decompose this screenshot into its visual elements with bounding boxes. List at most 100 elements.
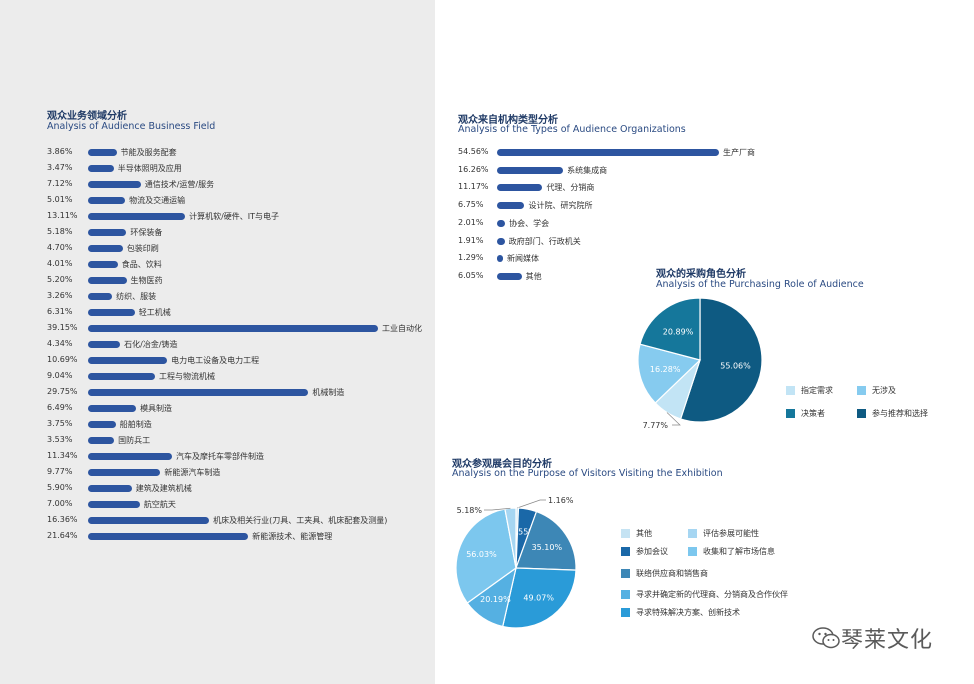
bar [497,237,505,245]
legend-label: 寻求并确定新的代理商、分销商及合作伙伴 [636,590,788,599]
pie-slice-label: 16.28% [650,365,681,374]
pie-slice-label: 1.16% [548,496,574,505]
bar-category-label: 工程与物流机械 [158,372,215,381]
legend-label: 指定需求 [801,386,833,395]
bar-category-label: 新闻媒体 [507,254,539,264]
bar-value-label: 4.70% [47,243,73,252]
pie-slice-label: 20.89% [663,328,694,337]
legend-label: 无涉及 [872,386,896,395]
bar-value-label: 54.56% [458,147,489,156]
legend-item: 评估参展可能性 [688,528,759,539]
legend-swatch [786,409,795,418]
legend-item: 指定需求 [786,385,833,396]
bar-value-label: 39.15% [47,323,78,332]
bar-category-label: 新能源汽车制造 [164,468,221,477]
watermark: 琴莱文化 [811,622,933,654]
bar-value-label: 5.20% [47,275,73,284]
bar-category-label: 航空航天 [143,500,176,509]
legend-label: 参与推荐和选择 [872,409,928,418]
bar-category-label: 船舶制造 [119,420,152,429]
pie-slice [501,567,577,629]
bar-value-label: 3.86% [47,147,73,156]
legend-swatch [621,547,630,556]
bar-value-label: 3.53% [47,435,73,444]
bar [497,255,503,263]
pie-slice-label: 49.07% [523,593,554,602]
pie-slice-label: 8.55% [510,528,536,537]
pie-slice [515,510,577,571]
org-types-subtitle: Analysis of the Types of Audience Organi… [458,124,686,135]
bar [88,229,127,236]
legend-item: 寻求并确定新的代理商、分销商及合作伙伴 [621,589,788,600]
bar-category-label: 石化/冶金/铸造 [124,340,178,349]
legend-swatch [688,547,697,556]
pie-slice-label: 55.06% [720,362,751,371]
legend-swatch [621,529,630,538]
pie-slice [637,343,702,404]
pie-slice-label: 56.03% [466,550,497,559]
bar-category-label: 节能及服务配套 [120,148,177,157]
bar [88,165,114,172]
legend-swatch [688,529,697,538]
bar-value-label: 6.05% [458,270,484,280]
bar-value-label: 11.17% [458,182,489,192]
pie-leader-line [484,507,511,511]
purchasing-role-subtitle: Analysis of the Purchasing Role of Audie… [656,279,864,290]
bar-value-label: 13.11% [47,211,78,220]
legend-label: 收集和了解市场信息 [703,547,775,556]
bar-category-label: 轻工机械 [138,308,171,317]
bar-category-label: 国防兵工 [118,436,151,445]
legend-swatch [857,386,866,395]
bar-category-label: 包装印刷 [126,244,159,253]
bar-value-label: 1.91% [458,235,484,245]
legend-item: 无涉及 [857,385,896,396]
watermark-text: 琴莱文化 [841,628,934,653]
pie-slice [455,508,517,604]
bar [88,309,135,316]
pie-slice [639,297,701,361]
bar [88,149,117,156]
bar-category-label: 汽车及摩托车零部件制造 [176,452,264,461]
bar [88,197,126,204]
bar-value-label: 4.01% [47,259,73,268]
visit-purpose-subtitle: Analysis on the Purpose of Visitors Visi… [452,468,723,479]
legend-label: 决策者 [801,409,825,418]
bar [88,277,127,284]
bar [497,219,506,227]
bar-category-label: 纺织、服装 [116,292,157,301]
pie-slice-label: 35.10% [532,543,563,552]
bar [88,405,137,412]
bar [88,421,116,428]
bar-value-label: 16.26% [458,164,489,174]
bar-value-label: 1.29% [458,253,484,263]
bar [88,485,132,492]
bar-value-label: 29.75% [47,387,78,396]
bar [88,245,123,252]
bar [88,389,309,396]
left-panel-background [0,0,435,684]
bar-category-label: 生物医药 [130,276,163,285]
purchasing-role-title: 观众的采购角色分析 [656,269,746,280]
legend-label: 参加会议 [636,547,668,556]
bar [497,272,522,280]
bar [88,341,121,348]
bar [88,437,115,444]
bar [497,184,543,192]
bar-category-label: 环保装备 [130,228,163,237]
bar-value-label: 9.77% [47,467,73,476]
bar-category-label: 建筑及建筑机械 [135,484,192,493]
bar-value-label: 3.47% [47,163,73,172]
bar-category-label: 机械制造 [312,388,345,397]
bar-value-label: 6.75% [458,200,484,210]
bar-value-label: 3.26% [47,291,73,300]
purchasing-role-pie-chart: 55.06% 7.77% 16.28% 20.89% [637,297,763,430]
pie-slice-label: 5.18% [457,506,483,515]
legend-swatch [786,386,795,395]
bar [88,325,378,332]
bar-category-label: 代理、分销商 [546,183,595,193]
legend-swatch [621,569,630,578]
legend-item: 收集和了解市场信息 [688,546,775,557]
bar-category-label: 政府部门、行政机关 [508,236,581,246]
bar-category-label: 新能源技术、能源管理 [252,532,333,541]
bar [88,181,141,188]
